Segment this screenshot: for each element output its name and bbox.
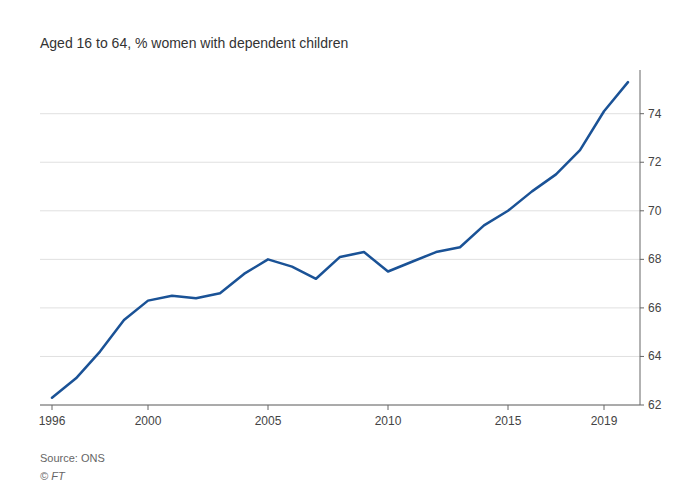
x-tick-label: 2010 <box>375 414 402 428</box>
x-tick <box>508 405 509 410</box>
grid-line <box>40 210 640 211</box>
x-tick-label: 2019 <box>591 414 618 428</box>
grid-line <box>40 356 640 357</box>
y-tick <box>640 307 644 308</box>
y-tick <box>640 405 644 406</box>
y-tick-label: 64 <box>648 349 662 363</box>
x-tick <box>148 405 149 410</box>
grid-line <box>40 307 640 308</box>
y-tick-label: 62 <box>648 398 662 412</box>
y-tick <box>640 259 644 260</box>
x-tick <box>52 405 53 410</box>
grid-line <box>40 113 640 114</box>
grid-line <box>40 405 640 406</box>
y-axis: 62 64 66 68 70 72 74 <box>40 70 662 412</box>
y-tick <box>640 162 644 163</box>
x-tick <box>388 405 389 410</box>
x-axis-line <box>40 405 640 406</box>
y-tick-label: 66 <box>648 301 662 315</box>
x-tick-label: 1996 <box>39 414 66 428</box>
x-tick-label: 2015 <box>495 414 522 428</box>
chart: 62 64 66 68 70 72 74 1996 2000 2005 2010 2015 2019 Ag… <box>0 0 700 500</box>
y-tick <box>640 356 644 357</box>
plot-area <box>52 82 628 398</box>
x-tick <box>604 405 605 410</box>
annotation: © FT <box>40 470 66 482</box>
line <box>52 82 628 398</box>
grid-line <box>40 162 640 163</box>
annotation: Source: ONS <box>40 452 105 464</box>
grid-line <box>40 259 640 260</box>
y-axis-line <box>640 70 641 405</box>
x-tick-label: 2000 <box>135 414 162 428</box>
y-tick-label: 72 <box>648 155 662 169</box>
y-tick <box>640 113 644 114</box>
subtitle: Aged 16 to 64, % women with dependent ch… <box>40 35 348 51</box>
y-tick <box>640 210 644 211</box>
y-tick-label: 68 <box>648 252 662 266</box>
y-tick-label: 74 <box>648 107 662 121</box>
x-tick-label: 2005 <box>255 414 282 428</box>
x-axis: 1996 2000 2005 2010 2015 2019 <box>39 405 640 428</box>
y-tick-label: 70 <box>648 204 662 218</box>
x-tick <box>268 405 269 410</box>
